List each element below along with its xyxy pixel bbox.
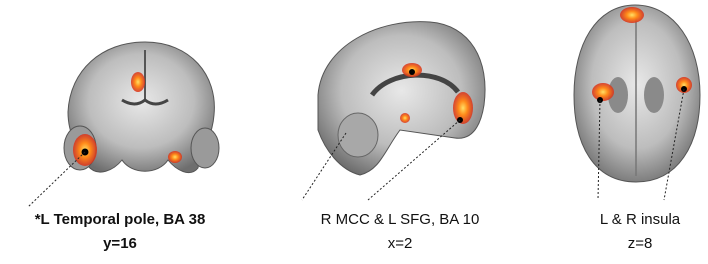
sagittal-slice (302, 22, 485, 200)
coronal-slice (28, 42, 219, 207)
panel-coordinate: y=16 (103, 235, 137, 252)
panel-label: L & R insula (600, 211, 681, 228)
panel-label: *L Temporal pole, BA 38 (35, 211, 206, 228)
panel-coordinate: z=8 (628, 235, 653, 252)
figure: *L Temporal pole, BA 38 y=16 R MCC & L S… (0, 0, 708, 264)
panel-label: R MCC & L SFG, BA 10 (321, 211, 480, 228)
panel-coordinate: x=2 (388, 235, 413, 252)
axial-slice (574, 5, 700, 200)
